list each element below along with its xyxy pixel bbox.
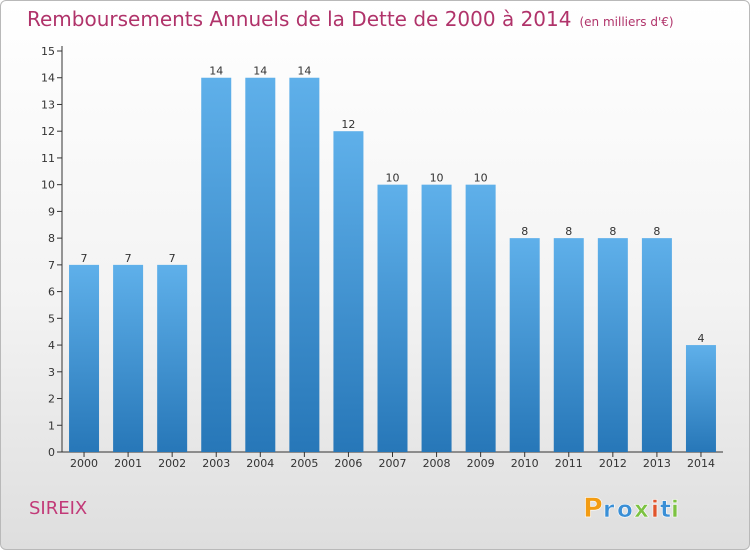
x-tick-label-2010: 2010 xyxy=(511,457,539,470)
x-tick-label-2003: 2003 xyxy=(202,457,230,470)
logo-letter: P xyxy=(583,493,603,524)
data-label-2004: 14 xyxy=(253,65,267,78)
y-tick-label: 0 xyxy=(48,446,55,459)
logo-letter: i xyxy=(651,497,659,523)
data-label-2009: 10 xyxy=(474,172,488,185)
y-tick-label: 13 xyxy=(41,98,55,111)
data-label-2008: 10 xyxy=(430,172,444,185)
y-tick-label: 8 xyxy=(48,232,55,245)
x-tick-label-2004: 2004 xyxy=(246,457,274,470)
x-tick-label-2013: 2013 xyxy=(643,457,671,470)
y-tick-label: 3 xyxy=(48,366,55,379)
x-tick-label-2000: 2000 xyxy=(70,457,98,470)
y-tick-label: 4 xyxy=(48,339,55,352)
x-tick-label-2012: 2012 xyxy=(599,457,627,470)
data-label-2001: 7 xyxy=(125,252,132,265)
x-tick-label-2011: 2011 xyxy=(555,457,583,470)
bar-2000 xyxy=(69,264,100,452)
logo-letter: i xyxy=(671,497,679,523)
y-tick-label: 12 xyxy=(41,125,55,138)
y-tick-label: 1 xyxy=(48,419,55,432)
data-label-2010: 8 xyxy=(521,225,528,238)
logo-letter: t xyxy=(660,497,671,523)
bar-2013 xyxy=(641,238,672,452)
y-tick-label: 6 xyxy=(48,286,55,299)
bar-2003 xyxy=(201,77,232,452)
y-tick-label: 7 xyxy=(48,259,55,272)
commune-name: SIREIX xyxy=(29,498,88,519)
data-label-2007: 10 xyxy=(386,172,400,185)
data-label-2002: 7 xyxy=(169,252,176,265)
bar-2014 xyxy=(685,345,716,452)
bar-2010 xyxy=(509,238,540,452)
y-tick-label: 5 xyxy=(48,312,55,325)
bar-2007 xyxy=(377,184,408,452)
data-label-2005: 14 xyxy=(297,65,311,78)
x-tick-label-2009: 2009 xyxy=(467,457,495,470)
x-tick-label-2001: 2001 xyxy=(114,457,142,470)
x-tick-label-2002: 2002 xyxy=(158,457,186,470)
logo-letter: o xyxy=(617,497,633,523)
y-tick-label: 14 xyxy=(41,72,55,85)
chart-subtitle: (en milliers d'€) xyxy=(579,15,674,29)
data-label-2013: 8 xyxy=(653,225,660,238)
y-tick-label: 11 xyxy=(41,152,55,165)
x-tick-label-2005: 2005 xyxy=(290,457,318,470)
title-text: Remboursements Annuels de la Dette de 20… xyxy=(27,7,572,31)
bar-2006 xyxy=(333,131,364,452)
bar-2004 xyxy=(245,77,276,452)
bar-2001 xyxy=(113,264,144,452)
logo-letter: x xyxy=(634,497,649,523)
bar-2012 xyxy=(597,238,628,452)
data-label-2011: 8 xyxy=(565,225,572,238)
bar-2009 xyxy=(465,184,496,452)
data-label-2003: 14 xyxy=(209,65,223,78)
y-tick-label: 15 xyxy=(41,45,55,58)
bar-2008 xyxy=(421,184,452,452)
data-label-2014: 4 xyxy=(697,332,704,345)
x-tick-label-2008: 2008 xyxy=(423,457,451,470)
data-label-2006: 12 xyxy=(341,118,355,131)
x-tick-label-2006: 2006 xyxy=(334,457,362,470)
x-tick-label-2007: 2007 xyxy=(379,457,407,470)
logo-letter: r xyxy=(603,497,615,523)
bar-2011 xyxy=(553,238,584,452)
y-tick-label: 2 xyxy=(48,393,55,406)
x-tick-label-2014: 2014 xyxy=(687,457,715,470)
y-tick-label: 9 xyxy=(48,205,55,218)
chart-title: Remboursements Annuels de la Dette de 20… xyxy=(27,7,674,31)
y-tick-label: 10 xyxy=(41,179,55,192)
data-label-2000: 7 xyxy=(81,252,88,265)
data-label-2012: 8 xyxy=(609,225,616,238)
bar-2005 xyxy=(289,77,320,452)
bar-2002 xyxy=(157,264,188,452)
